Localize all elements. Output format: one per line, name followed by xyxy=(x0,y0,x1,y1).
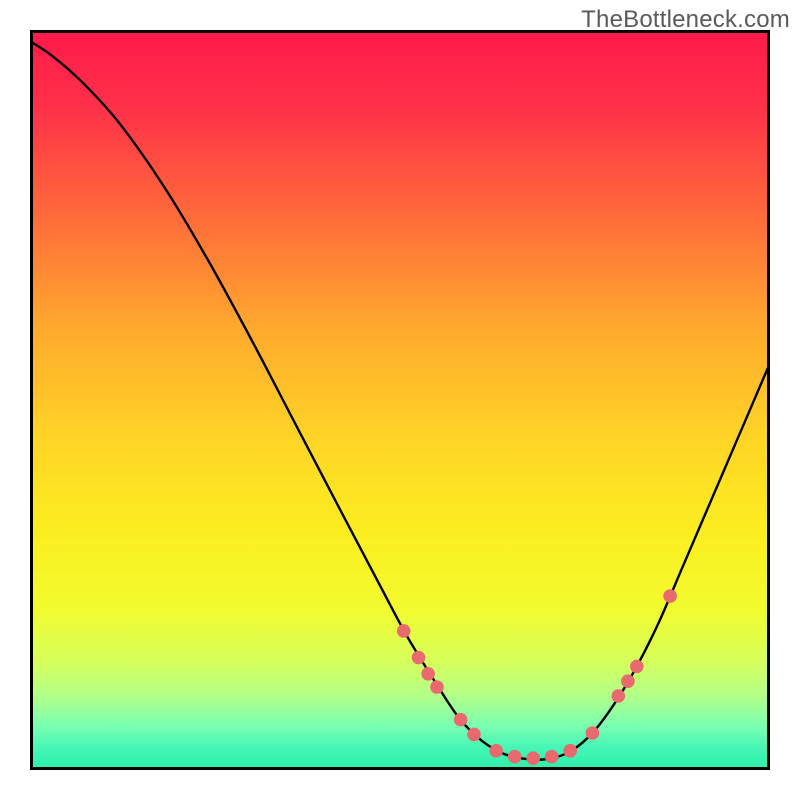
data-marker xyxy=(526,751,540,765)
data-marker xyxy=(508,750,522,764)
bottleneck-curve xyxy=(30,41,770,760)
data-marker xyxy=(489,744,503,758)
data-marker xyxy=(454,713,468,727)
plot-area xyxy=(30,30,770,770)
data-marker xyxy=(545,750,559,764)
data-marker xyxy=(467,728,481,742)
data-marker xyxy=(621,674,635,688)
data-marker xyxy=(630,660,644,674)
data-marker xyxy=(430,680,444,694)
data-marker xyxy=(586,726,600,740)
chart-overlay xyxy=(30,30,770,770)
data-marker xyxy=(412,651,426,665)
canvas-root: TheBottleneck.com xyxy=(0,0,800,800)
data-marker xyxy=(421,667,435,681)
data-marker xyxy=(397,624,411,638)
data-marker xyxy=(612,689,626,703)
data-markers xyxy=(397,589,677,765)
data-marker xyxy=(563,744,577,758)
data-marker xyxy=(663,589,677,603)
